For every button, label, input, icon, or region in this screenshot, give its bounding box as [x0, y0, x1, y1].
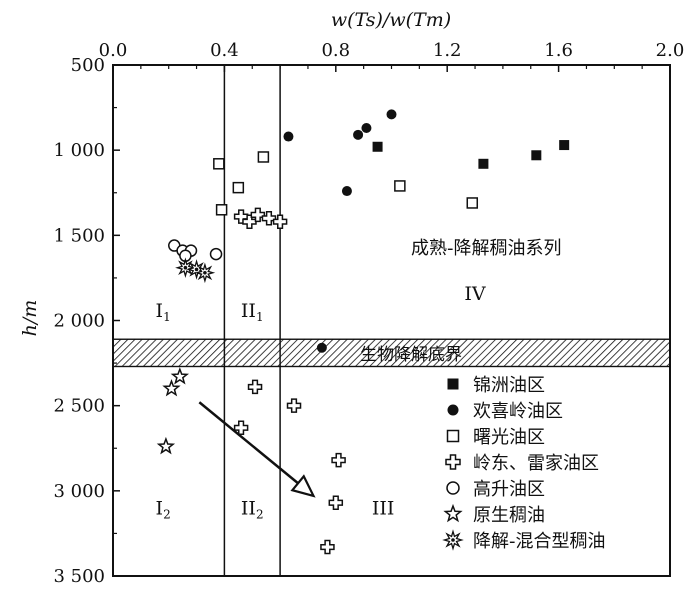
- legend-marker: [447, 404, 459, 416]
- data-point: [341, 186, 352, 197]
- data-point: [328, 495, 344, 511]
- x-tick-label: 2.0: [656, 40, 685, 61]
- data-point: [242, 214, 257, 229]
- data-point: [257, 151, 270, 163]
- data-point: [170, 367, 190, 385]
- data-point: [316, 342, 327, 353]
- region-label: II2: [241, 498, 264, 522]
- y-tick-label: 3 500: [53, 566, 105, 587]
- region-label-text: I: [156, 300, 164, 322]
- x-axis-title: w(Ts)/w(Tm): [331, 9, 451, 31]
- legend-label: 欢喜岭油区: [473, 401, 563, 422]
- data-point: [233, 420, 249, 436]
- x-tick-label: 1.2: [433, 40, 462, 61]
- plot-area: 生物降解底界 0.0 0.4 0.8 1.2 1.6 2.0 500 1 000 1 500 2 0…: [53, 40, 684, 587]
- series-3: [213, 151, 479, 216]
- data-point: [272, 214, 288, 229]
- legend-marker: [443, 503, 463, 523]
- data-point: [372, 141, 383, 152]
- burst-center: [183, 265, 188, 270]
- series-annotation: 成熟-降解稠油系列: [411, 238, 562, 259]
- legend-label: 岭东、雷家油区: [473, 453, 599, 474]
- region-label: I1: [156, 300, 171, 324]
- data-point: [215, 204, 228, 216]
- data-point: [386, 109, 397, 120]
- region-label-subscript: 2: [256, 508, 264, 522]
- data-point: [156, 436, 176, 455]
- burst-center: [194, 267, 199, 272]
- y-tick-label: 3 000: [53, 481, 105, 502]
- legend-label: 锦洲油区: [473, 375, 545, 396]
- data-point: [394, 180, 406, 192]
- legend-marker: [445, 454, 461, 470]
- series-1: [372, 140, 570, 169]
- region-label-text: II: [241, 300, 256, 322]
- data-point: [286, 398, 302, 413]
- x-tick-label: 0.4: [210, 40, 239, 61]
- series-7: [175, 257, 216, 284]
- legend-label: 降解-混合型稠油: [473, 531, 606, 552]
- data-point: [209, 247, 223, 261]
- legend-label: 高升油区: [473, 479, 545, 500]
- data-point: [283, 131, 294, 142]
- x-tick-label: 0.8: [321, 40, 350, 61]
- region-label: I2: [156, 498, 171, 522]
- legend-label: 曙光油区: [473, 427, 545, 448]
- series-6: [156, 367, 190, 455]
- data-point: [531, 150, 542, 161]
- legend-marker: [442, 529, 464, 551]
- data-point: [559, 140, 570, 151]
- y-tick-label: 500: [71, 55, 105, 76]
- y-tick-label: 1 000: [53, 140, 105, 161]
- data-point: [361, 123, 372, 134]
- region-label-text: II: [241, 498, 256, 520]
- data-point: [247, 379, 263, 395]
- series-4: [233, 207, 346, 555]
- region-label: III: [372, 498, 395, 520]
- region-label-subscript: 1: [163, 310, 171, 324]
- data-point: [232, 181, 245, 194]
- data-point: [194, 262, 216, 284]
- data-point: [478, 158, 489, 169]
- burst-center: [451, 538, 455, 542]
- legend-marker: [447, 378, 459, 390]
- data-point: [353, 129, 364, 140]
- y-tick-label: 2 000: [53, 311, 105, 332]
- legend-marker: [446, 481, 460, 495]
- data-point: [261, 211, 277, 226]
- region-label: II1: [241, 300, 264, 324]
- data-point: [320, 539, 335, 555]
- trend-arrow-shaft: [198, 401, 299, 485]
- x-tick-label: 1.6: [544, 40, 573, 61]
- region-label-text: I: [156, 498, 164, 520]
- legend-marker: [446, 429, 460, 443]
- data-point: [175, 257, 196, 278]
- region-label: IV: [464, 283, 486, 305]
- series-5: [168, 239, 223, 263]
- y-axis-title: h/m: [19, 300, 41, 337]
- series-2: [283, 109, 397, 353]
- x-tick-label: 0.0: [99, 40, 128, 61]
- region-label-subscript: 1: [256, 310, 264, 324]
- data-point: [250, 207, 266, 223]
- y-tick-label: 1 500: [53, 225, 105, 246]
- burst-center: [203, 271, 207, 275]
- region-label-text: IV: [464, 283, 486, 305]
- region-label-text: III: [372, 498, 395, 520]
- data-point: [213, 158, 225, 170]
- trend-arrow-head: [290, 474, 316, 498]
- region-label-subscript: 2: [163, 508, 171, 522]
- data-point: [331, 452, 346, 468]
- y-tick-label: 2 500: [53, 396, 105, 417]
- data-point: [162, 378, 181, 397]
- legend-label: 原生稠油: [473, 505, 545, 526]
- data-point: [466, 197, 479, 209]
- band-label: 生物降解底界: [360, 345, 462, 365]
